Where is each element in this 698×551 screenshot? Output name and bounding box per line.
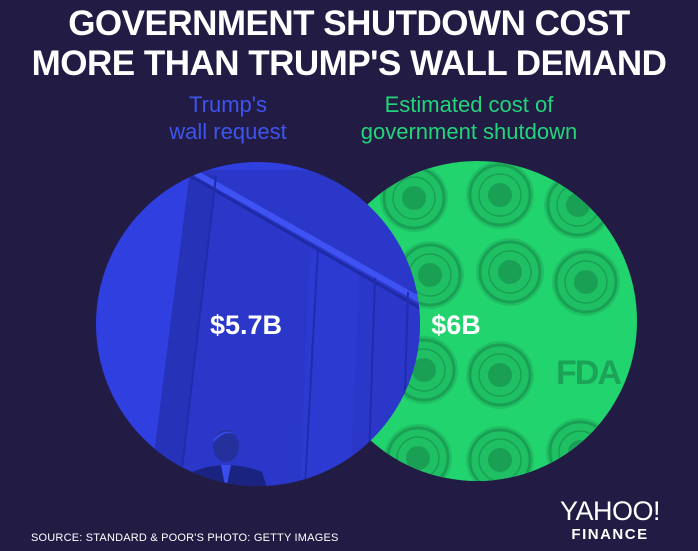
agency-seal-icon	[552, 248, 620, 316]
headline: GOVERNMENT SHUTDOWN COST MORE THAN TRUMP…	[0, 4, 698, 84]
agency-seal-icon	[544, 171, 612, 239]
agency-seal-icon	[466, 161, 534, 229]
wall-label-line-2: wall request	[169, 119, 287, 144]
agency-seal-icon	[384, 424, 452, 481]
wall-request-label: Trump's wall request	[148, 91, 308, 145]
shutdown-value-label: $6B	[431, 310, 481, 340]
shutdown-label-line-1: Estimated cost of	[384, 92, 554, 117]
logo-sub-text: FINANCE	[571, 526, 649, 543]
agency-seal-icon	[546, 418, 614, 481]
headline-line-2: MORE THAN TRUMP'S WALL DEMAND	[31, 44, 667, 83]
wall-circle	[96, 162, 420, 486]
wall-label-line-1: Trump's	[189, 92, 267, 117]
source-credit: SOURCE: STANDARD & POOR'S PHOTO: GETTY I…	[31, 532, 339, 544]
logo-main-text: YAHOO!	[559, 496, 661, 526]
agency-seal-icon	[466, 426, 534, 481]
fda-logo-icon: FDA	[556, 354, 621, 392]
agency-seal-icon	[476, 238, 544, 306]
headline-line-1: GOVERNMENT SHUTDOWN COST	[68, 4, 630, 43]
wall-value-label: $5.7B	[210, 310, 282, 340]
agency-seal-icon	[380, 164, 448, 232]
wall-photo-icon	[150, 167, 420, 486]
agency-seal-icon	[466, 341, 534, 409]
shutdown-cost-label: Estimated cost of government shutdown	[333, 91, 605, 145]
yahoo-finance-logo: YAHOO! FINANCE	[540, 496, 680, 543]
shutdown-label-line-2: government shutdown	[360, 119, 578, 144]
